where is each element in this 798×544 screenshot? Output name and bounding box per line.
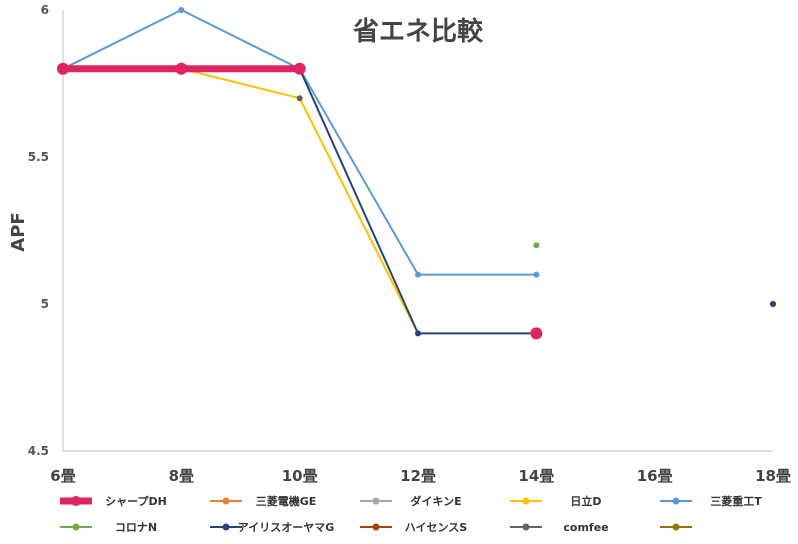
x-tick-label: 18畳 xyxy=(755,467,791,485)
legend-label: 日立D xyxy=(570,494,601,508)
x-tick-label: 14畳 xyxy=(518,467,554,485)
legend-marker xyxy=(522,523,530,531)
legend-item: 三菱電機GE xyxy=(210,494,316,508)
legend-label: コロナN xyxy=(115,521,157,534)
legend-marker xyxy=(222,497,230,505)
y-tick-label: 5 xyxy=(41,297,49,311)
legend-marker xyxy=(72,523,80,531)
legend-marker xyxy=(222,523,230,531)
data-point xyxy=(533,242,540,249)
y-axis-label: APF xyxy=(8,212,29,251)
y-tick-label: 5.5 xyxy=(28,150,49,164)
data-point xyxy=(293,62,306,75)
legend-label: アイリスオーヤマG xyxy=(238,521,334,534)
legend-item: 日立D xyxy=(510,494,602,508)
legend-marker xyxy=(71,496,81,506)
legend: シャープDH 三菱電機GE ダイキンE 日立D 三菱重工T コロナN アイリスオーヤマG ハイ… xyxy=(60,494,762,534)
series-0 xyxy=(57,62,543,340)
series-8 xyxy=(296,95,303,102)
legend-item: ダイキンE xyxy=(360,494,462,508)
legend-item: アイリスオーヤマG xyxy=(210,521,334,534)
y-tick-label: 4.5 xyxy=(28,444,49,458)
legend-label: 三菱重工T xyxy=(710,494,762,508)
series-6 xyxy=(296,65,776,337)
series-line xyxy=(298,68,537,335)
y-tick-label: 6 xyxy=(41,3,49,17)
series-3 xyxy=(60,65,421,337)
legend-marker xyxy=(372,497,380,505)
x-tick-label: 10畳 xyxy=(282,467,318,485)
series-layer xyxy=(57,7,776,340)
legend-item: コロナN xyxy=(60,521,157,534)
legend-item xyxy=(660,523,692,531)
series-line xyxy=(62,9,537,276)
legend-item: シャープDH xyxy=(60,494,167,508)
data-point xyxy=(296,95,303,102)
legend-marker xyxy=(522,497,530,505)
chart-title: 省エネ比較 xyxy=(352,16,484,47)
series-5 xyxy=(533,242,776,307)
data-point xyxy=(415,271,421,278)
legend-item: comfee xyxy=(510,521,609,534)
series-line xyxy=(63,67,419,334)
legend-label: ハイセンスS xyxy=(405,521,468,534)
axes: 4.5 5 5.5 6 6畳 8畳 10畳 12畳 14畳 16畳 18畳 xyxy=(28,3,791,485)
data-point xyxy=(415,330,421,337)
x-tick-label: 6畳 xyxy=(50,467,75,485)
legend-label: comfee xyxy=(563,521,608,534)
x-tick-label: 12畳 xyxy=(400,467,436,485)
data-point xyxy=(770,301,776,307)
series-4 xyxy=(60,7,776,307)
legend-label: シャープDH xyxy=(105,494,167,508)
data-point xyxy=(533,271,540,278)
legend-marker xyxy=(672,523,680,531)
legend-item: 三菱重工T xyxy=(660,494,762,508)
legend-label: ダイキンE xyxy=(410,494,461,508)
data-point xyxy=(530,327,543,340)
data-point xyxy=(57,62,69,75)
data-point xyxy=(175,62,188,75)
data-point xyxy=(178,7,185,13)
x-tick-label: 8畳 xyxy=(169,467,194,485)
legend-item: ハイセンスS xyxy=(360,521,467,534)
legend-marker xyxy=(372,523,380,531)
legend-marker xyxy=(672,497,680,505)
legend-label: 三菱電機GE xyxy=(256,494,317,508)
x-tick-label: 16畳 xyxy=(637,467,673,485)
